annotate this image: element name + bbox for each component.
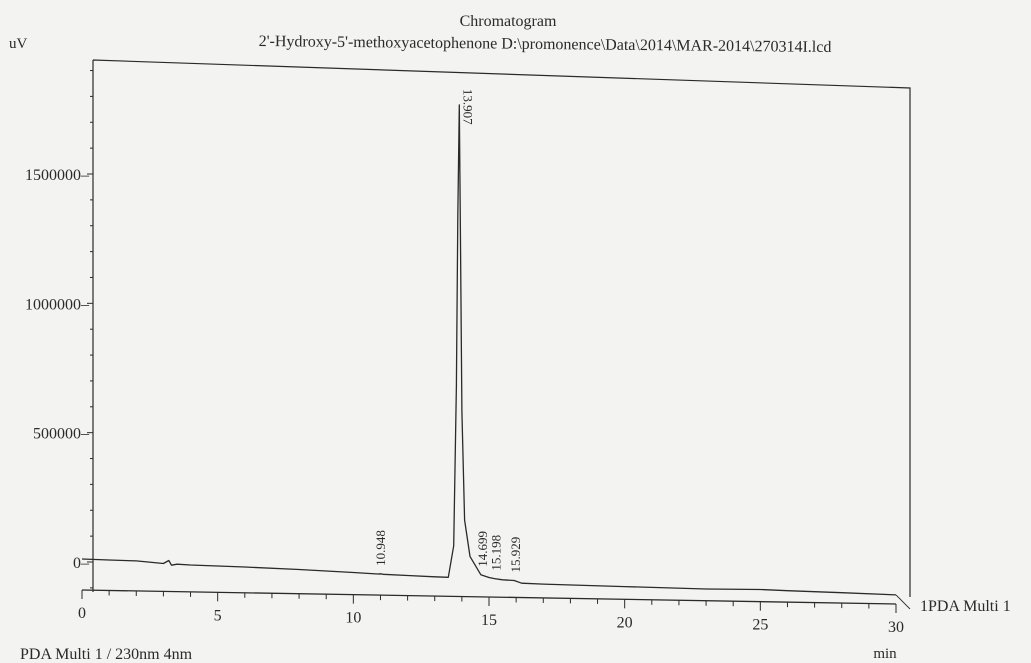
x-tick-label: 20	[617, 614, 633, 631]
series-legend-label: 1PDA Multi 1	[920, 598, 1011, 615]
plot-area: 0 5 10 15 20 25 30 0– 500000– 1000000– 1500000– 10.…	[25, 59, 911, 636]
peak-rt-label: 15.198	[488, 535, 503, 571]
y-tick-label: 1000000–	[25, 296, 90, 313]
x-tick-label: 0	[78, 605, 86, 622]
x-tick-label: 25	[752, 617, 768, 634]
legend-connector	[895, 594, 911, 610]
plot-frame	[92, 59, 911, 597]
x-tick-label: 15	[481, 612, 497, 629]
chart-title: Chromatogram	[460, 13, 557, 30]
x-tick-label: 5	[214, 607, 222, 624]
x-axis-unit-label: min	[873, 646, 897, 662]
detector-footer-label: PDA Multi 1 / 230nm 4nm	[20, 646, 193, 663]
y-tick-label: 500000–	[33, 426, 90, 443]
y-tick-label: 1500000–	[25, 167, 90, 184]
y-tick-label: 0–	[73, 555, 90, 572]
peak-rt-label: 13.907	[460, 89, 475, 125]
chromatogram-trace	[81, 104, 897, 596]
y-axis-unit-label: uV	[9, 36, 28, 52]
x-tick-label: 30	[888, 619, 904, 636]
x-tick-label: 10	[345, 610, 361, 627]
peak-rt-label: 10.948	[373, 530, 388, 566]
peak-rt-label: 14.699	[475, 531, 490, 567]
chart-subtitle: 2'-Hydroxy-5'-methoxyacetophenone D:\pro…	[259, 33, 832, 56]
peak-rt-label: 15.929	[508, 537, 523, 573]
